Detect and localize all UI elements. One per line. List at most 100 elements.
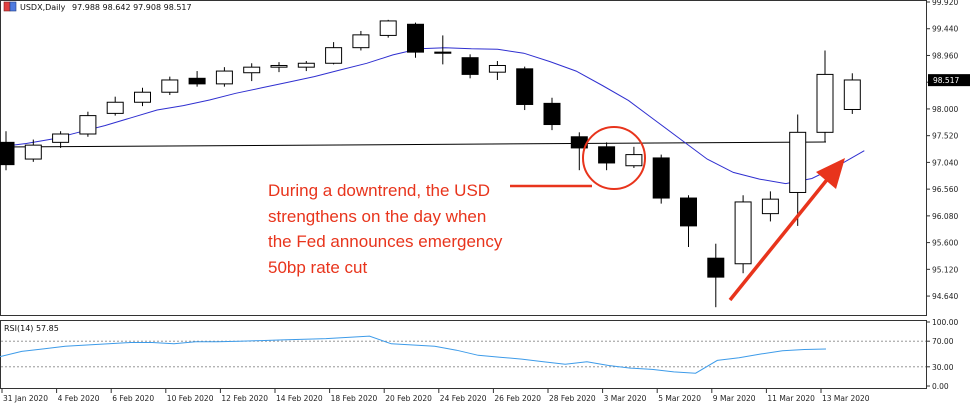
time-axis: 31 Jan 2020 4 Feb 2020 6 Feb 2020 10 Feb 20…	[1, 389, 870, 403]
candle-body	[270, 64, 288, 68]
candle-body	[379, 20, 397, 36]
candle	[543, 97, 561, 131]
price-tick-label: 96.560	[932, 185, 958, 194]
horizontal-level-line	[0, 141, 827, 148]
time-tick-label: 6 Feb 2020	[112, 394, 154, 403]
candle	[106, 96, 124, 116]
candle-body	[516, 68, 534, 105]
price-tick-label: 99.920	[932, 0, 958, 7]
rsi-tick-label: 100.00	[932, 318, 958, 327]
current-price-badge	[928, 74, 970, 87]
candle	[24, 139, 42, 162]
moving-average-line	[0, 47, 865, 185]
candle	[188, 71, 206, 87]
time-tick-label: 10 Feb 2020	[167, 394, 214, 403]
price-tick-label: 97.040	[932, 158, 958, 167]
rsi-line	[0, 335, 827, 374]
time-tick-label: 11 Mar 2020	[767, 394, 815, 403]
time-tick-label: 13 Mar 2020	[822, 394, 870, 403]
rsi-title: RSI(14) 57.85	[4, 324, 59, 333]
candle	[161, 76, 179, 96]
candle-body	[488, 64, 506, 73]
candle	[707, 243, 725, 308]
time-tick-label: 28 Feb 2020	[549, 394, 596, 403]
candle-body	[297, 62, 315, 68]
candle-body	[434, 51, 452, 54]
candle-body	[243, 66, 261, 74]
candles-layer	[0, 19, 861, 308]
candle-body	[0, 141, 15, 166]
price-axis: 94.640 95.120 95.600 96.080 96.560 97.040 97.5…	[926, 0, 970, 301]
annotation-group: During a downtrend, the USD strengthens …	[268, 126, 845, 302]
rsi-tick-label: 0.00	[932, 382, 949, 391]
candle-body	[352, 34, 370, 49]
price-tick-label: 99.440	[932, 25, 958, 34]
price-tick-label: 98.960	[932, 51, 958, 60]
candle	[625, 146, 643, 168]
candle	[680, 195, 697, 248]
candle	[407, 22, 424, 58]
candle	[215, 67, 233, 87]
candle	[434, 35, 452, 65]
candle-body	[789, 131, 807, 193]
candle	[516, 66, 534, 111]
price-tick-label: 95.600	[932, 239, 958, 248]
time-tick-label: 12 Feb 2020	[221, 394, 268, 403]
candle-body	[407, 23, 424, 53]
rsi-tick-label: 30.00	[932, 363, 954, 372]
annotation-line-1: During a downtrend, the USD	[268, 181, 490, 200]
candle-body	[325, 47, 343, 64]
trend-arrow-shaft	[728, 174, 832, 302]
candle	[79, 111, 97, 137]
candle-body	[134, 91, 151, 103]
candle-body	[598, 146, 616, 164]
chart-symbol-label: USDX,Daily	[20, 3, 66, 12]
price-tick-label: 97.520	[932, 132, 958, 141]
price-tick-label: 96.080	[932, 212, 958, 221]
candle-body	[52, 133, 70, 143]
time-tick-label: 24 Feb 2020	[440, 394, 487, 403]
candle-body	[461, 57, 479, 75]
candle	[243, 63, 261, 82]
rsi-panel-frame	[0, 320, 927, 389]
candle-body	[161, 79, 179, 93]
rsi-axis: 100.00 70.00 30.00 0.00	[926, 318, 958, 391]
candle	[325, 42, 343, 65]
price-tick-label: 98.000	[932, 105, 958, 114]
price-tick-label: 95.120	[932, 265, 958, 274]
trend-arrow-head	[816, 158, 845, 189]
candle	[488, 61, 506, 80]
candle	[652, 154, 670, 204]
price-grid	[0, 141, 827, 148]
chart-ohlc-readout: 97.988 98.642 97.908 98.517	[72, 3, 192, 12]
candle	[379, 19, 397, 38]
rsi-layer: RSI(14) 57.85	[0, 324, 926, 374]
time-tick-label: 9 Mar 2020	[713, 394, 756, 403]
candle	[761, 191, 779, 222]
window-icon	[3, 1, 17, 12]
annotation-line-4: 50bp rate cut	[268, 258, 368, 277]
time-tick-label: 5 Mar 2020	[658, 394, 701, 403]
highlight-circle	[582, 126, 646, 190]
time-tick-label: 31 Jan 2020	[3, 394, 48, 403]
candle	[297, 61, 315, 72]
candle-body	[761, 198, 779, 215]
moving-average-layer	[0, 47, 865, 185]
candle	[0, 131, 15, 171]
candle	[816, 50, 834, 143]
candle-body	[816, 73, 834, 133]
annotation-line-3: the Fed announces emergency	[268, 232, 503, 251]
candle-body	[106, 101, 124, 114]
time-tick-label: 3 Mar 2020	[604, 394, 647, 403]
time-tick-label: 14 Feb 2020	[276, 394, 323, 403]
annotation-line-2: strengthens on the day when	[268, 207, 486, 226]
candle-body	[843, 79, 861, 110]
candle-body	[625, 154, 643, 167]
time-tick-label: 20 Feb 2020	[385, 394, 432, 403]
candle	[134, 87, 151, 107]
candle	[789, 114, 807, 226]
price-tick-label: 94.640	[932, 292, 958, 301]
candle	[734, 195, 752, 274]
